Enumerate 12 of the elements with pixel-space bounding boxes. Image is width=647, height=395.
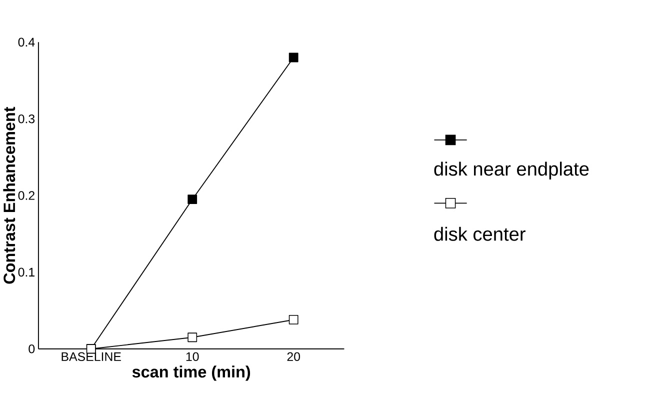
- y-tick-label: 0.2: [18, 191, 34, 200]
- y-tick-label: 0.4: [18, 38, 35, 47]
- y-tick-label: 0.3: [18, 114, 35, 124]
- legend-label: disk near endplate: [434, 162, 589, 180]
- x-tick-label: 20: [287, 352, 300, 362]
- x-tick-label: 10: [186, 352, 199, 362]
- x-tick-label: BASELINE: [62, 352, 121, 362]
- y-axis-title: Contrast Enhancement: [3, 106, 16, 284]
- y-tick-label: 0: [28, 344, 35, 354]
- y-tick-label: 0.1: [18, 268, 34, 277]
- x-axis-title: scan time (min): [132, 366, 250, 381]
- legend-label: disk center: [434, 226, 526, 241]
